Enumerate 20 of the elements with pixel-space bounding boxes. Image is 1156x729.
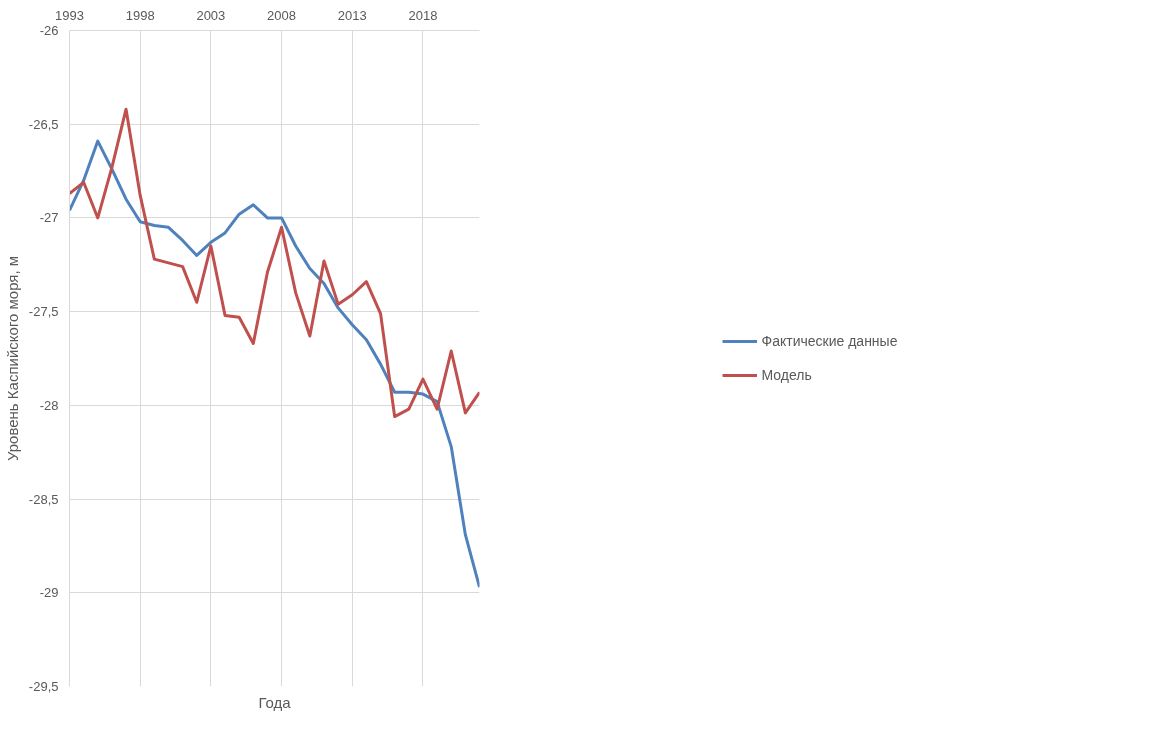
line-series	[69, 139, 480, 589]
y-tick-label: -26,5	[28, 116, 59, 132]
y-tick-label: -27,5	[28, 304, 59, 320]
y-tick-label: -28,5	[28, 491, 59, 507]
y-tick-label: -28	[39, 397, 59, 413]
x-tick-label: 2013	[337, 7, 367, 23]
x-tick-label: 1993	[55, 7, 84, 23]
y-axis-title: Уровень Каспийского моря, м	[3, 255, 21, 462]
x-tick-label: 2018	[408, 7, 438, 23]
y-tick-label: -26	[39, 23, 59, 38]
legend-label: Фактические данные	[761, 333, 898, 349]
x-axis-title: Года	[258, 693, 292, 711]
y-tick-label: -29	[39, 585, 59, 601]
x-tick-label: 2008	[267, 7, 297, 23]
y-tick-label: -29,5	[28, 679, 59, 694]
x-tick-label: 1998	[125, 7, 155, 23]
legend-label: Модель	[761, 367, 812, 383]
x-tick-label: 2003	[196, 7, 226, 23]
line-series	[69, 107, 480, 419]
y-tick-label: -27	[39, 210, 59, 226]
